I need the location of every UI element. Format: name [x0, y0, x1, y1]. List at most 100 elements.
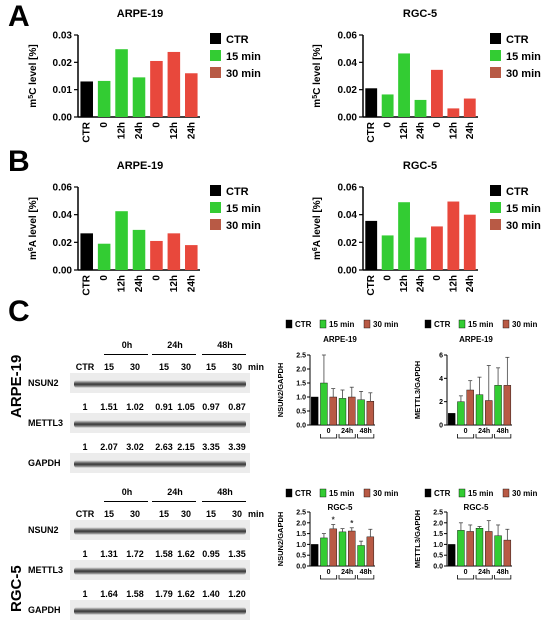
bar-48h — [357, 545, 365, 567]
arpe19-quant-value: 0.91 — [155, 402, 173, 412]
legend-swatch-m30 — [363, 319, 371, 329]
group-bracket — [357, 575, 375, 580]
y-tick-label: 2.5 — [296, 353, 306, 360]
bar-48h — [357, 399, 365, 426]
legend-swatch-ctr — [210, 33, 221, 44]
x-tick-label: 0 — [432, 275, 443, 281]
panel-label-b: B — [8, 145, 30, 178]
rgc5-quant-value: 1.20 — [228, 589, 246, 599]
group-bracket — [457, 434, 475, 439]
arpe19-band — [74, 380, 246, 388]
rgc5-quant-value: 1.31 — [100, 549, 118, 559]
y-tick-label: 1.0 — [296, 395, 306, 402]
x-tick-label: 12h — [448, 275, 459, 292]
arpe19-band — [74, 460, 246, 468]
group-bracket — [475, 575, 493, 580]
x-tick-label: CTR — [82, 121, 93, 142]
rgc5-time-header: 48h — [217, 487, 233, 497]
bar-24h — [348, 396, 356, 426]
group-bracket — [320, 434, 338, 439]
y-tick-label: 0.02 — [53, 58, 73, 69]
x-tick-label: CTR — [82, 274, 93, 295]
bar-0 — [97, 80, 111, 117]
rgc5-quant-value: 1.79 — [155, 589, 173, 599]
x-tick-label: 0 — [383, 275, 394, 281]
group-label: 24h — [478, 569, 490, 576]
y-tick-label: 0.00 — [53, 266, 73, 277]
legend-swatch-ctr — [424, 488, 432, 498]
arpe19-protein-label: NSUN2 — [28, 378, 59, 388]
rgc5-quant-value: 1 — [82, 549, 88, 559]
x-tick-label: 0 — [151, 275, 162, 281]
arpe19-quant-value: 1.05 — [177, 402, 195, 412]
error-bar-chart-c2: ARPE-19 0 2 4 6 METTL3/GAPDH 0 24h 48h CTR 15 min 3… — [413, 319, 537, 439]
bar-CTR — [80, 233, 93, 270]
legend-label-m15: 15 min — [329, 489, 354, 498]
chart-title: ARPE-19 — [323, 335, 357, 344]
y-tick-label: 0.5 — [296, 409, 306, 416]
rgc5-band — [74, 527, 246, 535]
chart-title: RGC-5 — [328, 503, 353, 512]
legend-label-m15: 15 min — [226, 51, 261, 63]
legend-swatch-m30 — [363, 488, 371, 498]
bar-chart-a2: RGC-5 0.00 0.02 0.04 0.06 m5C level [%] CTR 0 12… — [312, 8, 542, 143]
arpe19-time-header: 24h — [167, 340, 183, 350]
legend-swatch-m15 — [210, 50, 221, 61]
rgc5-protein-label: GAPDH — [28, 605, 61, 615]
bar-0 — [381, 235, 394, 270]
legend-label-m30: 30 min — [506, 220, 541, 232]
y-axis-label: METTL3/GAPDH — [413, 510, 422, 568]
y-axis-label: METTL3/GAPDH — [413, 361, 422, 419]
y-tick-label: 0.00 — [53, 113, 73, 124]
bar-24h — [185, 73, 198, 117]
arpe19-lane-label: 30 — [129, 362, 140, 372]
arpe19-quant-value: 2.15 — [177, 442, 195, 452]
y-tick-label: 0.06 — [338, 183, 358, 194]
y-axis-label: m5C level [%] — [28, 44, 40, 107]
y-axis-label: NSUN2/GAPDH — [276, 512, 285, 567]
y-tick-label: 0.04 — [53, 210, 73, 221]
y-tick-label: 0.01 — [53, 85, 73, 96]
legend-swatch-ctr — [490, 33, 501, 44]
x-tick-label: 24h — [186, 122, 197, 139]
y-tick-label: 0.03 — [53, 31, 73, 42]
bar-0 — [329, 528, 337, 567]
bar-CTR — [310, 396, 319, 426]
group-bracket — [494, 434, 512, 439]
bar-24h — [414, 237, 427, 270]
bar-CTR — [447, 544, 456, 567]
bar-chart-b2: RGC-5 0.00 0.02 0.04 0.06 m6A level [%] CTR 0 12… — [312, 160, 542, 296]
x-tick-label: 24h — [416, 122, 427, 139]
legend-label-m30: 30 min — [512, 489, 537, 498]
bar-48h — [494, 535, 502, 567]
y-tick-label: 0.0 — [296, 564, 306, 571]
bar-24h — [463, 98, 476, 117]
arpe19-lane-label: 15 — [158, 362, 169, 372]
rgc5-protein-label: METTL3 — [28, 565, 63, 575]
legend-label-m15: 15 min — [468, 489, 493, 498]
legend-swatch-ctr — [424, 319, 432, 329]
group-label: 48h — [497, 428, 509, 435]
y-tick-label: 0.5 — [296, 553, 306, 560]
legend-swatch-ctr — [490, 185, 501, 196]
group-bracket — [494, 575, 512, 580]
y-tick-label: 0.02 — [338, 85, 358, 96]
legend-label-ctr: CTR — [434, 489, 451, 498]
y-tick-label: 0.0 — [296, 423, 306, 430]
group-label: 24h — [478, 428, 490, 435]
bar-48h — [503, 385, 512, 426]
cell-line-label-arpe19: ARPE-19 — [8, 354, 25, 418]
legend-label-m15: 15 min — [468, 320, 493, 329]
x-tick-label: CTR — [366, 274, 377, 295]
rgc5-lane-label: CTR — [75, 509, 95, 519]
bar-12h — [115, 211, 128, 270]
bar-12h — [167, 233, 181, 270]
chart-title: RGC-5 — [464, 503, 489, 512]
legend-label-m30: 30 min — [512, 320, 537, 329]
x-tick-label: 24h — [465, 122, 476, 139]
bar-0 — [150, 60, 163, 117]
bar-24h — [185, 245, 198, 270]
x-tick-label: 0 — [432, 122, 443, 128]
group-bracket — [357, 434, 375, 439]
legend-swatch-m15 — [319, 488, 327, 498]
